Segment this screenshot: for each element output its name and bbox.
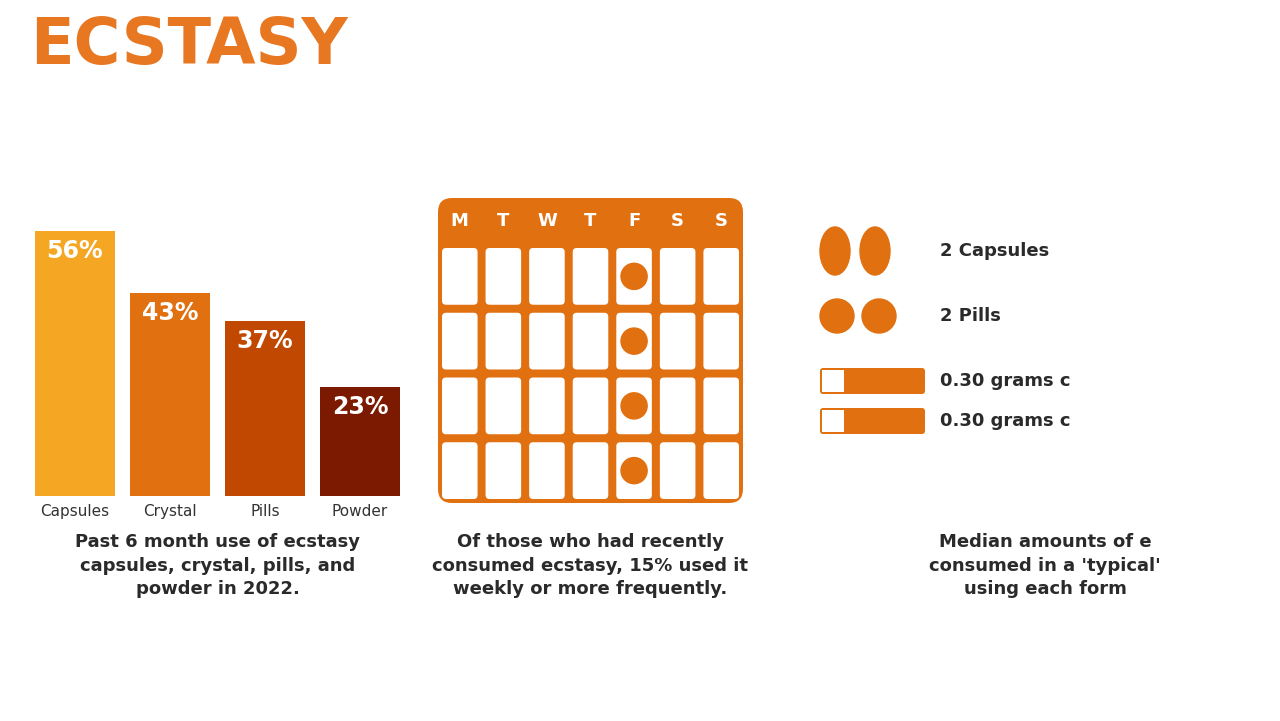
FancyBboxPatch shape xyxy=(616,248,652,305)
FancyBboxPatch shape xyxy=(616,442,652,499)
FancyBboxPatch shape xyxy=(529,248,564,305)
Text: 2 Capsules: 2 Capsules xyxy=(940,242,1050,260)
Ellipse shape xyxy=(860,227,890,275)
FancyBboxPatch shape xyxy=(442,313,477,369)
Circle shape xyxy=(621,393,648,419)
FancyBboxPatch shape xyxy=(822,370,844,392)
FancyBboxPatch shape xyxy=(320,387,399,496)
Circle shape xyxy=(621,263,648,289)
FancyBboxPatch shape xyxy=(660,442,695,499)
FancyBboxPatch shape xyxy=(704,442,739,499)
Text: W: W xyxy=(538,212,557,230)
FancyBboxPatch shape xyxy=(529,378,564,434)
Text: Of those who had recently
consumed ecstasy, 15% used it
weekly or more frequentl: Of those who had recently consumed ecsta… xyxy=(433,533,749,598)
FancyBboxPatch shape xyxy=(616,313,652,369)
Text: Median amounts of e
consumed in a 'typical'
using each form: Median amounts of e consumed in a 'typic… xyxy=(929,533,1161,598)
FancyBboxPatch shape xyxy=(660,313,695,369)
Ellipse shape xyxy=(861,299,896,333)
FancyBboxPatch shape xyxy=(572,442,608,499)
FancyBboxPatch shape xyxy=(442,442,477,499)
Text: 2 Pills: 2 Pills xyxy=(940,307,1001,325)
FancyBboxPatch shape xyxy=(704,378,739,434)
FancyBboxPatch shape xyxy=(131,293,210,496)
Ellipse shape xyxy=(820,299,854,333)
Text: F: F xyxy=(628,212,640,230)
Text: 0.30 grams c: 0.30 grams c xyxy=(940,372,1070,390)
Text: 43%: 43% xyxy=(142,301,198,324)
Circle shape xyxy=(621,328,648,354)
FancyBboxPatch shape xyxy=(225,321,305,496)
FancyBboxPatch shape xyxy=(438,198,742,503)
FancyBboxPatch shape xyxy=(822,410,844,432)
Text: S: S xyxy=(671,212,684,230)
Text: 37%: 37% xyxy=(237,329,293,353)
Ellipse shape xyxy=(820,227,850,275)
Text: Powder: Powder xyxy=(332,504,388,519)
FancyBboxPatch shape xyxy=(442,378,477,434)
Text: T: T xyxy=(584,212,596,230)
FancyBboxPatch shape xyxy=(572,313,608,369)
Text: 56%: 56% xyxy=(46,239,104,263)
Text: 0.30 grams c: 0.30 grams c xyxy=(940,412,1070,430)
FancyBboxPatch shape xyxy=(660,378,695,434)
FancyBboxPatch shape xyxy=(485,248,521,305)
Text: S: S xyxy=(714,212,728,230)
Text: M: M xyxy=(451,212,468,230)
Text: ECSTASY: ECSTASY xyxy=(29,15,348,77)
Circle shape xyxy=(621,458,648,484)
Text: 23%: 23% xyxy=(332,395,388,419)
FancyBboxPatch shape xyxy=(820,408,925,434)
FancyBboxPatch shape xyxy=(704,248,739,305)
Text: Crystal: Crystal xyxy=(143,504,197,519)
FancyBboxPatch shape xyxy=(485,378,521,434)
FancyBboxPatch shape xyxy=(660,248,695,305)
FancyBboxPatch shape xyxy=(485,313,521,369)
FancyBboxPatch shape xyxy=(616,378,652,434)
FancyBboxPatch shape xyxy=(485,442,521,499)
FancyBboxPatch shape xyxy=(529,313,564,369)
Text: Past 6 month use of ecstasy
capsules, crystal, pills, and
powder in 2022.: Past 6 month use of ecstasy capsules, cr… xyxy=(76,533,360,598)
FancyBboxPatch shape xyxy=(442,248,477,305)
FancyBboxPatch shape xyxy=(529,442,564,499)
Text: Capsules: Capsules xyxy=(41,504,110,519)
FancyBboxPatch shape xyxy=(572,378,608,434)
FancyBboxPatch shape xyxy=(820,368,925,394)
FancyBboxPatch shape xyxy=(704,313,739,369)
Text: T: T xyxy=(497,212,509,230)
FancyBboxPatch shape xyxy=(572,248,608,305)
FancyBboxPatch shape xyxy=(35,231,115,496)
Text: Pills: Pills xyxy=(250,504,280,519)
